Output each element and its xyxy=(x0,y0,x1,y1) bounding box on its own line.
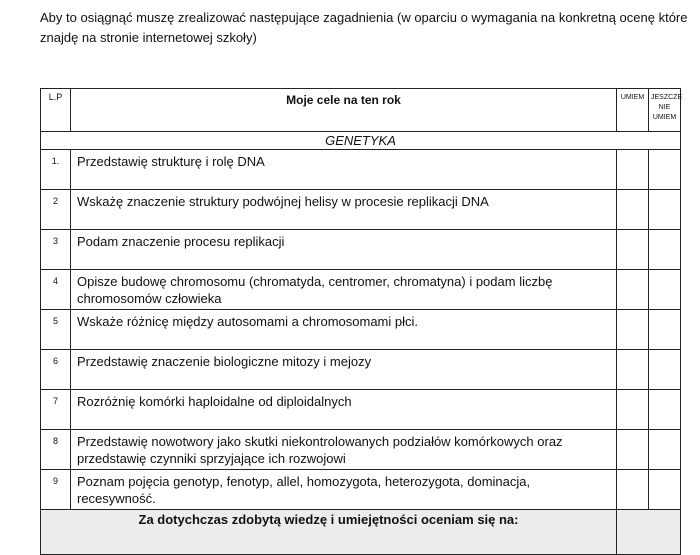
cannot-checkbox-cell[interactable] xyxy=(648,349,681,390)
intro-text: Aby to osiągnąć muszę zrealizować następ… xyxy=(40,10,688,45)
cannot-checkbox-cell[interactable] xyxy=(648,149,681,190)
header-goals: Moje cele na ten rok xyxy=(70,88,617,132)
summary-label: Za dotychczas zdobytą wiedzę i umiejętno… xyxy=(40,509,617,555)
header-lp: L.P xyxy=(40,88,71,132)
table-row: 3 Podam znaczenie procesu replikacji xyxy=(40,229,681,270)
row-goal: Rozróżnię komórki haploidalne od diploid… xyxy=(70,389,617,430)
cannot-checkbox-cell[interactable] xyxy=(648,229,681,270)
table-row: 6 Przedstawię znaczenie biologiczne mito… xyxy=(40,349,681,390)
row-goal: Poznam pojęcia genotyp, fenotyp, allel, … xyxy=(70,469,617,510)
table-row: 4 Opisze budowę chromosomu (chromatyda, … xyxy=(40,269,681,310)
row-goal: Przedstawię strukturę i rolę DNA xyxy=(70,149,617,190)
can-checkbox-cell[interactable] xyxy=(616,269,649,310)
row-number: 8 xyxy=(40,429,71,470)
row-number: 7 xyxy=(40,389,71,430)
row-goal: Opisze budowę chromosomu (chromatyda, ce… xyxy=(70,269,617,310)
goals-table: L.P Moje cele na ten rok UMIEM JESZCZE N… xyxy=(40,88,682,555)
row-number: 9 xyxy=(40,469,71,510)
row-goal: Podam znaczenie procesu replikacji xyxy=(70,229,617,270)
table-row: 8 Przedstawię nowotwory jako skutki niek… xyxy=(40,429,681,470)
section-row: GENETYKA xyxy=(40,131,681,150)
table-row: 1. Przedstawię strukturę i rolę DNA xyxy=(40,149,681,190)
header-can: UMIEM xyxy=(616,88,649,132)
row-number: 2 xyxy=(40,189,71,230)
header-row: L.P Moje cele na ten rok UMIEM JESZCZE N… xyxy=(40,88,682,132)
table-row: 2 Wskażę znaczenie struktury podwójnej h… xyxy=(40,189,681,230)
section-title: GENETYKA xyxy=(40,131,681,150)
table-row: 7 Rozróżnię komórki haploidalne od diplo… xyxy=(40,389,681,430)
summary-row: Za dotychczas zdobytą wiedzę i umiejętno… xyxy=(40,509,681,555)
cannot-checkbox-cell[interactable] xyxy=(648,189,681,230)
can-checkbox-cell[interactable] xyxy=(616,189,649,230)
row-goal: Wskażę znaczenie struktury podwójnej hel… xyxy=(70,189,617,230)
can-checkbox-cell[interactable] xyxy=(616,149,649,190)
can-checkbox-cell[interactable] xyxy=(616,469,649,510)
cannot-checkbox-cell[interactable] xyxy=(648,469,681,510)
cannot-checkbox-cell[interactable] xyxy=(648,429,681,470)
can-checkbox-cell[interactable] xyxy=(616,229,649,270)
can-checkbox-cell[interactable] xyxy=(616,429,649,470)
cannot-checkbox-cell[interactable] xyxy=(648,389,681,430)
table-row: 9 Poznam pojęcia genotyp, fenotyp, allel… xyxy=(40,469,681,510)
can-checkbox-cell[interactable] xyxy=(616,389,649,430)
grade-cell[interactable] xyxy=(616,509,681,555)
table-row: 5 Wskaże różnicę między autosomami a chr… xyxy=(40,309,681,350)
row-number: 1. xyxy=(40,149,71,190)
header-cannot: JESZCZE NIE UMIEM xyxy=(648,88,682,132)
row-number: 4 xyxy=(40,269,71,310)
cannot-checkbox-cell[interactable] xyxy=(648,309,681,350)
row-goal: Przedstawię nowotwory jako skutki niekon… xyxy=(70,429,617,470)
can-checkbox-cell[interactable] xyxy=(616,309,649,350)
row-goal: Wskaże różnicę między autosomami a chrom… xyxy=(70,309,617,350)
row-number: 3 xyxy=(40,229,71,270)
can-checkbox-cell[interactable] xyxy=(616,349,649,390)
row-number: 5 xyxy=(40,309,71,350)
cannot-checkbox-cell[interactable] xyxy=(648,269,681,310)
row-number: 6 xyxy=(40,349,71,390)
row-goal: Przedstawię znaczenie biologiczne mitozy… xyxy=(70,349,617,390)
